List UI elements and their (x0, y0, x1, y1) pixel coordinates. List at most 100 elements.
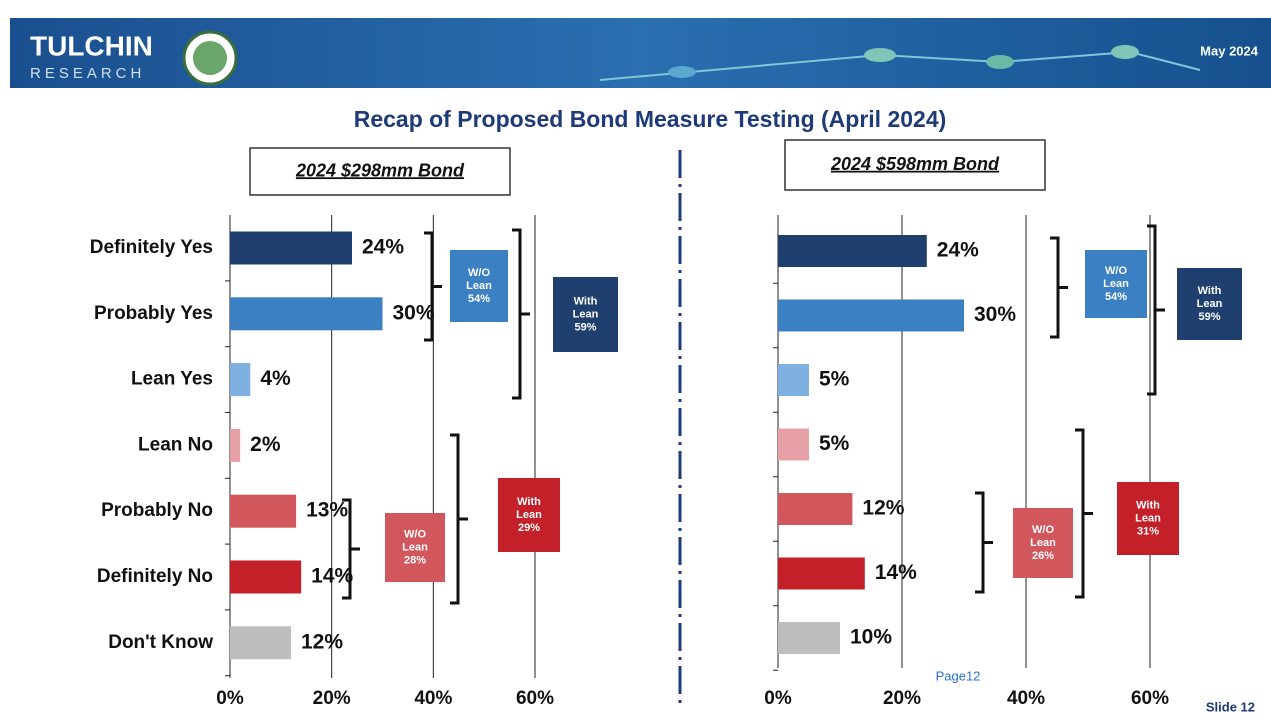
bracket (512, 228, 530, 400)
annotation-text: 59% (1198, 311, 1220, 323)
bar (778, 235, 927, 267)
annotation-text: 31% (1137, 525, 1159, 537)
x-tick-label: 20% (313, 688, 351, 709)
annotation-box (1085, 250, 1147, 318)
bar (778, 428, 809, 461)
header-decoration (986, 55, 1014, 69)
annotation-text: With (574, 295, 598, 307)
category-label: Probably Yes (94, 303, 213, 324)
category-label: Definitely No (97, 566, 213, 587)
annotation-box (1177, 268, 1242, 340)
annotation-text: Lean (1197, 298, 1223, 310)
x-tick-label: 40% (414, 688, 452, 709)
page-number: Page12 (936, 668, 981, 683)
category-label: Lean Yes (131, 369, 213, 390)
annotation-text: 54% (1105, 291, 1127, 303)
category-label: Definitely Yes (90, 237, 213, 258)
annotation-text: With (1136, 499, 1160, 511)
value-label: 30% (393, 301, 435, 324)
annotation-box (498, 478, 560, 552)
value-label: 12% (301, 630, 343, 653)
bracket (342, 498, 360, 600)
annotation-box (1117, 482, 1179, 555)
annotation-text: With (517, 496, 541, 508)
category-label: Lean No (138, 434, 213, 455)
bracket (975, 491, 993, 594)
value-label: 24% (362, 236, 404, 259)
bar (778, 557, 865, 590)
bracket (1147, 224, 1165, 396)
bar (230, 363, 251, 397)
bar (778, 622, 840, 654)
value-label: 12% (862, 497, 904, 520)
x-tick-label: 0% (764, 688, 792, 709)
subtitle-box (784, 139, 1046, 191)
x-tick-label: 40% (1007, 688, 1045, 709)
annotation-text: W/O (404, 528, 426, 540)
annotation-text: With (1198, 285, 1222, 297)
annotation-text: 29% (518, 522, 540, 534)
value-label: 5% (819, 432, 850, 455)
bar (230, 231, 352, 265)
bar (230, 428, 241, 462)
seal (193, 41, 227, 75)
bracket (1075, 428, 1093, 599)
x-tick-label: 60% (516, 688, 554, 709)
bar (778, 364, 809, 396)
slide-number: Slide 12 (1206, 699, 1255, 714)
bar (778, 493, 853, 525)
category-label: Don't Know (108, 632, 213, 653)
bar (230, 626, 291, 660)
bar (778, 299, 964, 332)
annotation-text: 59% (574, 321, 596, 333)
header-decoration (668, 66, 696, 78)
value-label: 30% (974, 303, 1016, 326)
annotation-box (553, 277, 618, 352)
annotation-text: W/O (1105, 265, 1127, 277)
value-label: 24% (937, 239, 979, 262)
header-decoration (1111, 45, 1139, 59)
bracket (1050, 236, 1068, 339)
annotation-text: W/O (1032, 524, 1054, 536)
annotation-text: Lean (1103, 278, 1129, 290)
bar (230, 560, 302, 594)
value-label: 2% (250, 433, 281, 456)
annotation-text: Lean (466, 280, 492, 292)
logo: TULCHIN (30, 30, 153, 61)
title: Recap of Proposed Bond Measure Testing (… (354, 106, 947, 132)
value-label: 14% (875, 561, 917, 584)
annotation-text: W/O (468, 267, 490, 279)
x-tick-label: 60% (1131, 688, 1169, 709)
logo-subtitle: RESEARCH (30, 65, 145, 82)
annotation-text: Lean (1135, 512, 1161, 524)
category-label: Probably No (101, 500, 213, 521)
x-tick-label: 0% (216, 688, 244, 709)
subtitle: 2024 $598mm Bond (830, 154, 1000, 174)
subtitle-box (249, 147, 511, 196)
subtitle: 2024 $298mm Bond (295, 160, 465, 180)
bar (230, 297, 383, 331)
annotation-text: Lean (1030, 537, 1056, 549)
bracket (450, 433, 468, 605)
bracket (424, 231, 442, 342)
value-label: 10% (850, 626, 892, 649)
annotation-box (1013, 508, 1073, 578)
annotation-text: 28% (404, 554, 426, 566)
annotation-box (450, 250, 508, 322)
value-label: 5% (819, 368, 850, 391)
value-label: 4% (260, 367, 291, 390)
value-label: 14% (311, 565, 353, 588)
annotation-text: Lean (516, 509, 542, 521)
date: May 2024 (1200, 43, 1259, 58)
annotation-text: 54% (468, 293, 490, 305)
annotation-text: Lean (402, 541, 428, 553)
bar (230, 494, 297, 528)
annotation-text: Lean (573, 308, 599, 320)
annotation-box (385, 513, 445, 582)
header-decoration (864, 48, 896, 62)
x-tick-label: 20% (883, 688, 921, 709)
value-label: 13% (306, 499, 348, 522)
annotation-text: 26% (1032, 550, 1054, 562)
